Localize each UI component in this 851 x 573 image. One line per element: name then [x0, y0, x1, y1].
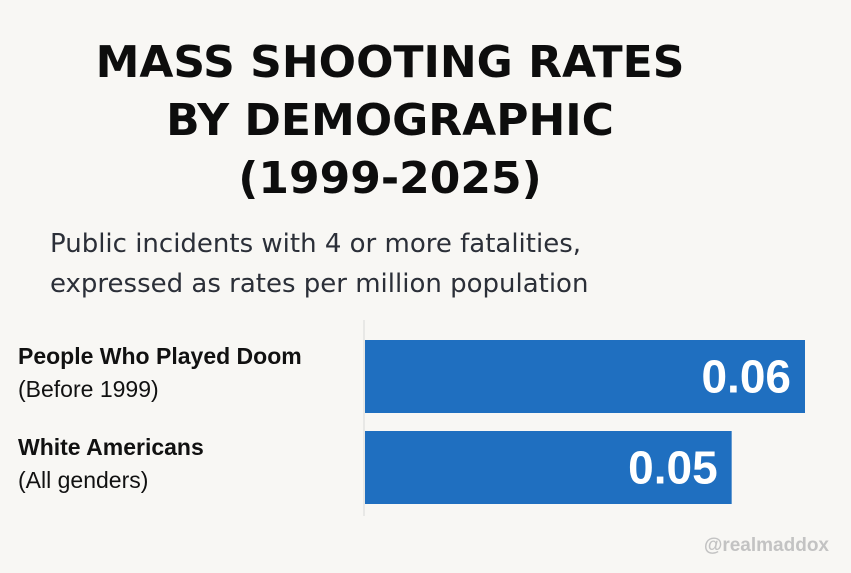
category-sublabel-1: (Before 1999) [18, 376, 159, 402]
chart-subtitle-line-1: Public incidents with 4 or more fataliti… [50, 229, 582, 259]
watermark: @realmaddox [703, 535, 829, 556]
category-sublabel-2: (All genders) [18, 467, 148, 493]
bar-2 [365, 431, 732, 504]
chart-title-line-1: MASS SHOOTING RATES [95, 37, 685, 88]
bar-value-label-2: 0.05 [628, 442, 718, 494]
chart-title-line-2: BY DEMOGRAPHIC [166, 95, 614, 146]
category-label-1: People Who Played Doom [18, 343, 302, 369]
chart-subtitle-line-2: expressed as rates per million populatio… [50, 269, 589, 299]
category-label-2: White Americans [18, 434, 204, 460]
bar-value-label-1: 0.06 [701, 351, 791, 403]
bar-chart: 0.06 People Who Played Doom (Before 1999) 0… [18, 320, 805, 516]
chart-title: MASS SHOOTING RATES BY DEMOGRAPHIC (1999… [0, 34, 780, 208]
chart-title-line-3: (1999-2025) [238, 153, 542, 204]
bar-1 [365, 340, 805, 413]
chart-subtitle: Public incidents with 4 or more fataliti… [50, 224, 770, 304]
